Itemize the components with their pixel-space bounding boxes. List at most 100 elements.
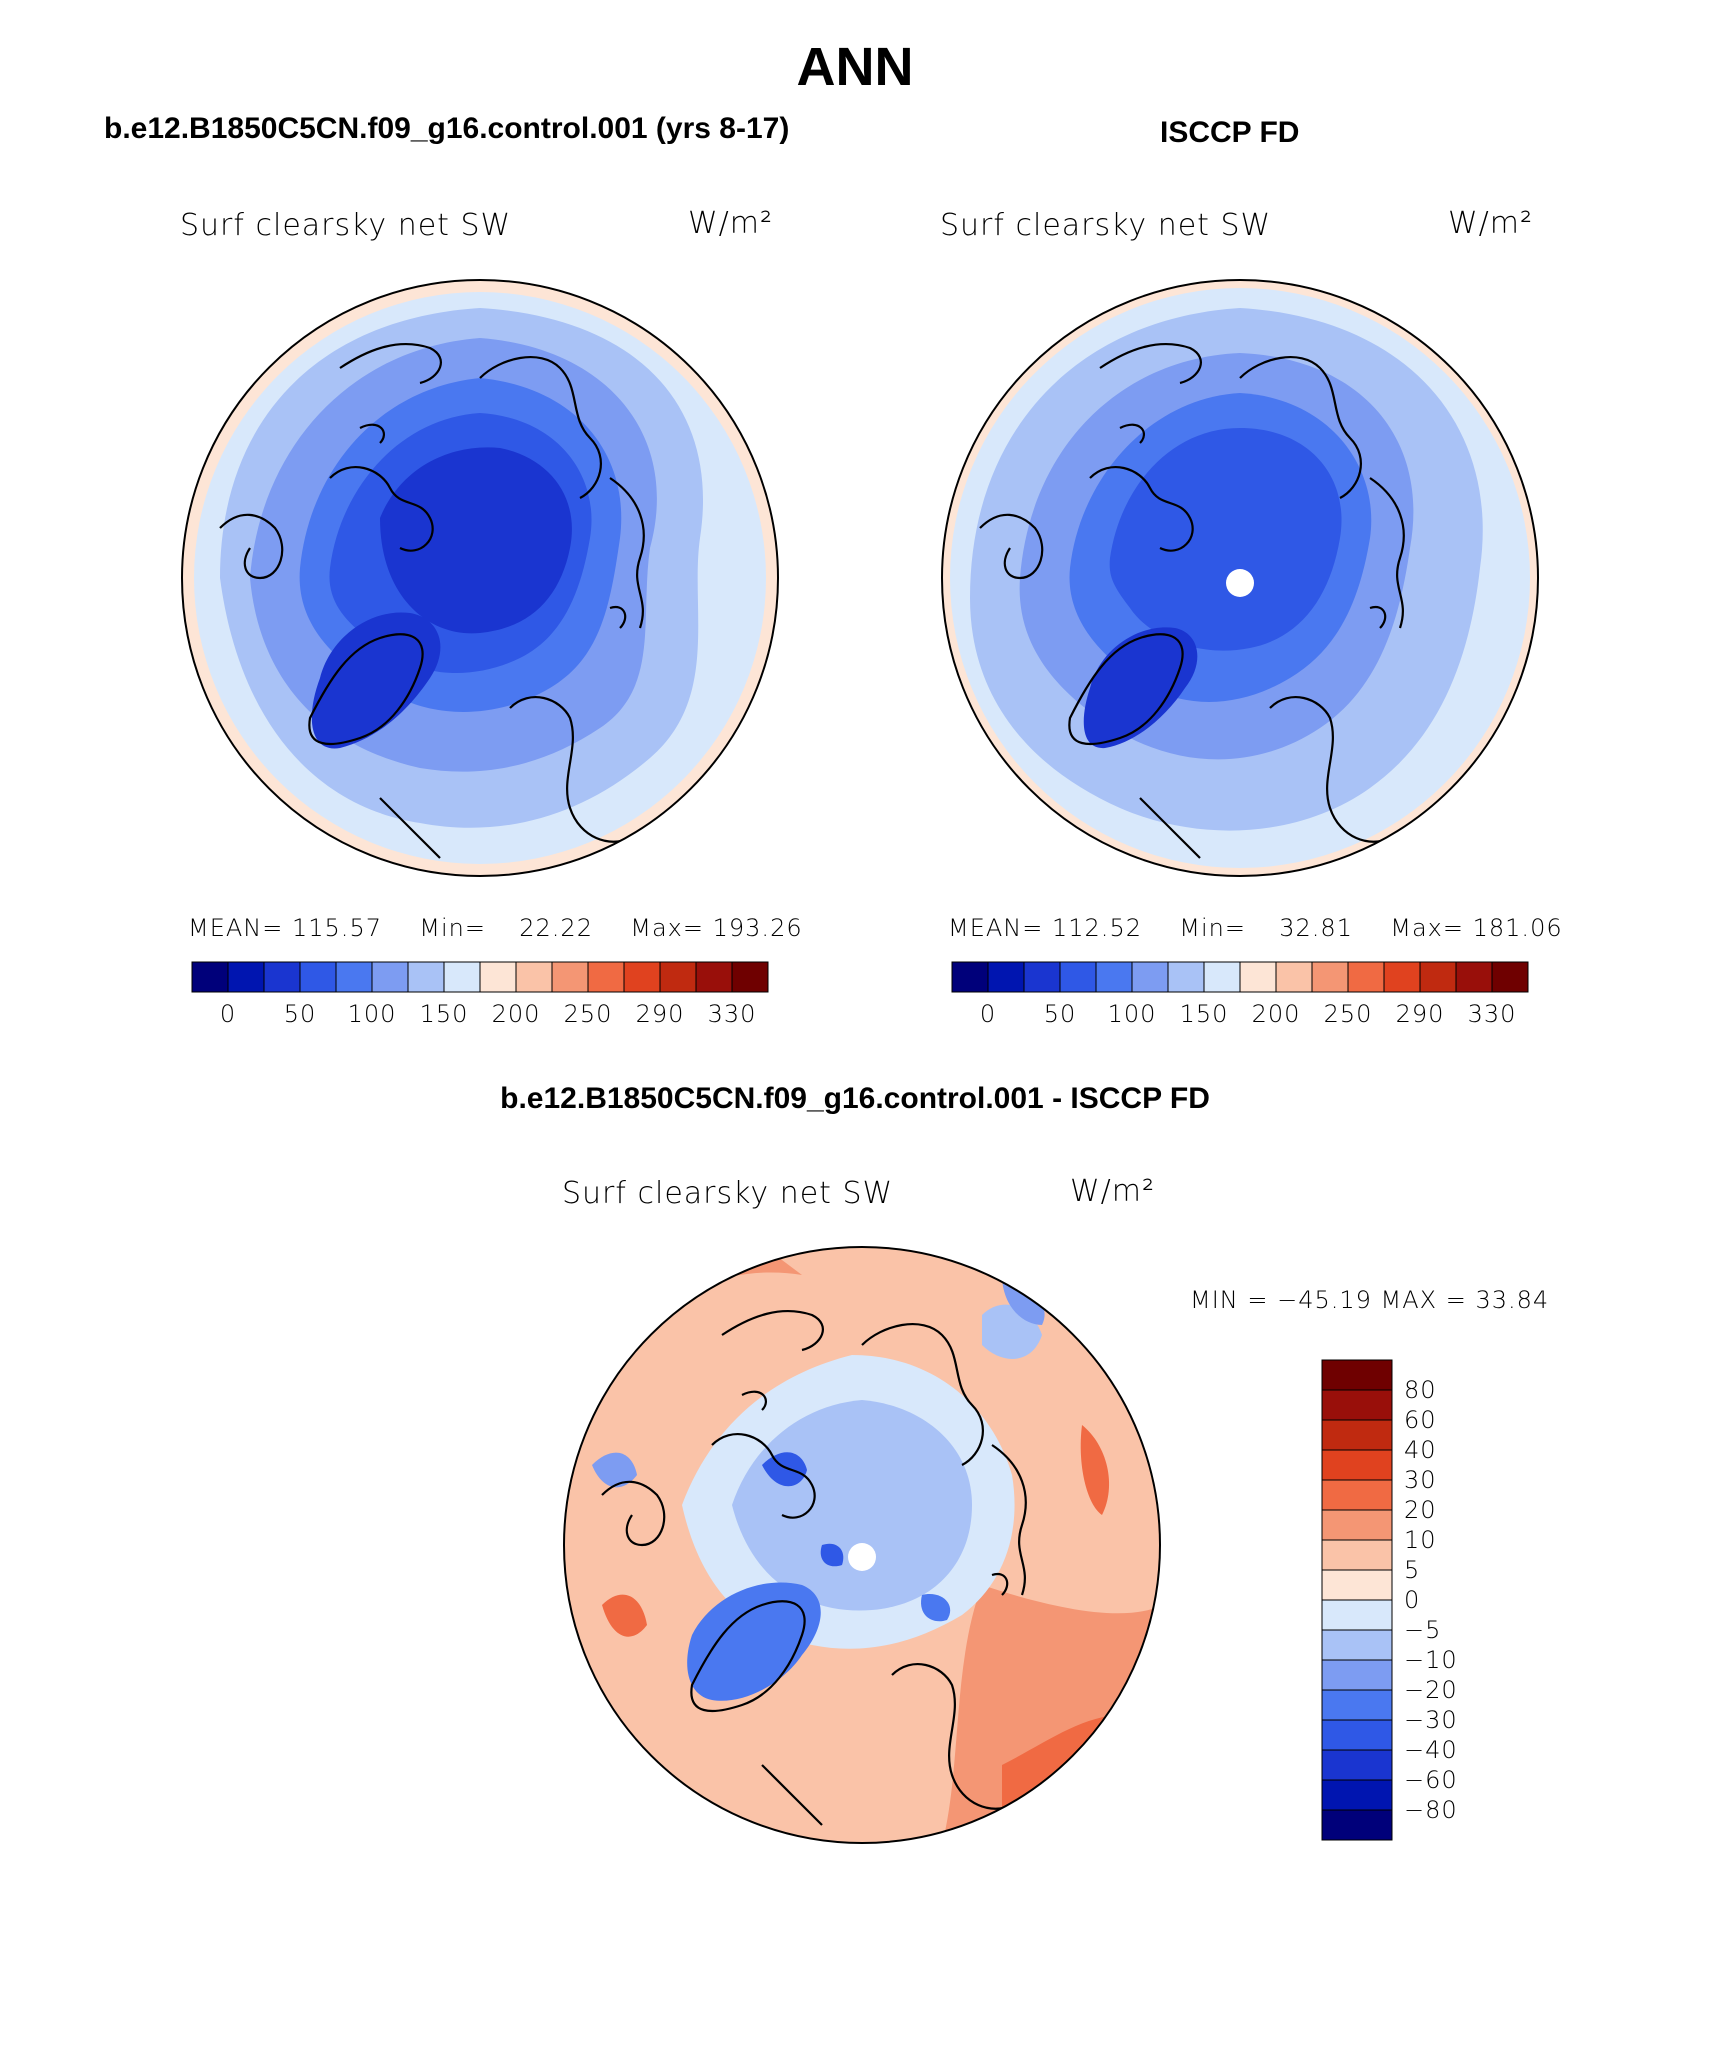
colorbar-tick-label: −10 <box>1404 1646 1458 1674</box>
obs-max-value: 181.06 <box>1472 914 1563 942</box>
colorbar-swatch <box>1321 1509 1393 1541</box>
obs-min-value: 32.81 <box>1279 914 1353 942</box>
colorbar-swatch <box>659 961 697 993</box>
obs-stats: MEAN= 112.52 Min= 32.81 Max= 181.06 <box>948 914 1563 942</box>
colorbar-tick-label: −5 <box>1404 1616 1442 1644</box>
diff-polar-map <box>563 1246 1161 1844</box>
colorbar-tick-label: 250 <box>1323 1000 1373 1028</box>
colorbar-swatch <box>479 961 517 993</box>
colorbar-swatch <box>551 961 589 993</box>
colorbar-tick-label: 40 <box>1404 1436 1437 1464</box>
model-units-label: W/m² <box>688 206 774 241</box>
colorbar-tick-label: 50 <box>1043 1000 1077 1028</box>
obs-max-label: Max= <box>1390 914 1464 942</box>
colorbar-swatch <box>1167 961 1205 993</box>
diff-minmax-label: MIN = −45.19 MAX = 33.84 <box>1190 1286 1550 1314</box>
colorbar-tick-label: 20 <box>1404 1496 1437 1524</box>
colorbar-swatch <box>1321 1659 1393 1691</box>
diff-units-label: W/m² <box>1070 1174 1156 1209</box>
obs-colorbar-ticks: 0 50 100 150 200 250 290 330 <box>952 1000 1528 1030</box>
colorbar-tick-label: 290 <box>635 1000 685 1028</box>
colorbar-tick-label: −60 <box>1404 1766 1458 1794</box>
colorbar-swatch <box>1239 961 1277 993</box>
colorbar-swatch <box>1321 1539 1393 1571</box>
colorbar-swatch <box>191 961 229 993</box>
colorbar-swatch <box>1321 1689 1393 1721</box>
diff-colorbar-ticks: 80 60 40 30 20 10 5 0 −5 −10 −20 −30 −40 −60 −80 <box>1404 1360 1484 1840</box>
colorbar-swatch <box>587 961 625 993</box>
colorbar-tick-label: −40 <box>1404 1736 1458 1764</box>
colorbar-swatch <box>1455 961 1493 993</box>
model-variable-title: Surf clearsky net SW <box>180 208 512 243</box>
obs-panel-header: ISCCP FD <box>1160 116 1300 149</box>
model-stats: MEAN= 115.57 Min= 22.22 Max= 193.26 <box>188 914 803 942</box>
colorbar-swatch <box>1321 1779 1393 1811</box>
colorbar-swatch <box>1321 1629 1393 1661</box>
colorbar-tick-label: 250 <box>563 1000 613 1028</box>
colorbar-swatch <box>443 961 481 993</box>
colorbar-swatch <box>1321 1479 1393 1511</box>
colorbar-tick-label: 50 <box>283 1000 317 1028</box>
colorbar-swatch <box>1347 961 1385 993</box>
colorbar-swatch <box>1321 1389 1393 1421</box>
colorbar-swatch <box>1095 961 1133 993</box>
colorbar-swatch <box>731 961 769 993</box>
model-colorbar <box>191 961 769 993</box>
obs-colorbar <box>951 961 1529 993</box>
obs-variable-title: Surf clearsky net SW <box>940 208 1272 243</box>
colorbar-tick-label: 200 <box>1251 1000 1301 1028</box>
model-mean-label: MEAN= <box>188 914 284 942</box>
colorbar-swatch <box>407 961 445 993</box>
figure-title: ANN <box>796 37 914 97</box>
colorbar-swatch <box>1419 961 1457 993</box>
model-polar-map <box>181 279 779 877</box>
diff-colorbar <box>1321 1359 1393 1841</box>
colorbar-swatch <box>1203 961 1241 993</box>
model-colorbar-ticks: 0 50 100 150 200 250 290 330 <box>192 1000 768 1030</box>
colorbar-tick-label: 100 <box>1107 1000 1157 1028</box>
obs-min-label: Min= <box>1179 914 1246 942</box>
obs-mean-value: 112.52 <box>1052 914 1142 942</box>
colorbar-swatch <box>1321 1359 1393 1391</box>
colorbar-swatch <box>263 961 301 993</box>
colorbar-tick-label: 0 <box>979 1000 997 1028</box>
colorbar-swatch <box>1321 1809 1393 1841</box>
colorbar-swatch <box>951 961 989 993</box>
colorbar-swatch <box>515 961 553 993</box>
colorbar-swatch <box>1311 961 1349 993</box>
colorbar-swatch <box>987 961 1025 993</box>
model-max-label: Max= <box>630 914 704 942</box>
colorbar-swatch <box>1321 1419 1393 1451</box>
model-panel-header: b.e12.B1850C5CN.f09_g16.control.001 (yrs… <box>104 112 790 145</box>
colorbar-swatch <box>1491 961 1529 993</box>
colorbar-tick-label: 5 <box>1404 1556 1421 1584</box>
colorbar-swatch <box>1059 961 1097 993</box>
colorbar-swatch <box>1321 1599 1393 1631</box>
obs-units-label: W/m² <box>1448 206 1534 241</box>
model-min-value: 22.22 <box>519 914 593 942</box>
colorbar-swatch <box>1321 1449 1393 1481</box>
colorbar-swatch <box>335 961 373 993</box>
colorbar-tick-label: 60 <box>1404 1406 1437 1434</box>
colorbar-swatch <box>371 961 409 993</box>
colorbar-tick-label: 30 <box>1404 1466 1437 1494</box>
colorbar-tick-label: 150 <box>1179 1000 1229 1028</box>
colorbar-swatch <box>299 961 337 993</box>
colorbar-swatch <box>1321 1749 1393 1781</box>
obs-polar-map <box>941 279 1539 877</box>
colorbar-tick-label: 150 <box>419 1000 469 1028</box>
model-mean-value: 115.57 <box>292 914 382 942</box>
colorbar-tick-label: −20 <box>1404 1676 1458 1704</box>
colorbar-swatch <box>1321 1569 1393 1601</box>
colorbar-tick-label: −80 <box>1404 1796 1458 1824</box>
colorbar-swatch <box>1131 961 1169 993</box>
colorbar-tick-label: 100 <box>347 1000 397 1028</box>
colorbar-tick-label: 290 <box>1395 1000 1445 1028</box>
model-max-value: 193.26 <box>712 914 803 942</box>
colorbar-swatch <box>623 961 661 993</box>
colorbar-tick-label: 0 <box>1404 1586 1421 1614</box>
colorbar-tick-label: 330 <box>1467 1000 1517 1028</box>
colorbar-swatch <box>1321 1719 1393 1751</box>
diff-panel-header: b.e12.B1850C5CN.f09_g16.control.001 - IS… <box>500 1082 1210 1115</box>
colorbar-tick-label: 330 <box>707 1000 757 1028</box>
